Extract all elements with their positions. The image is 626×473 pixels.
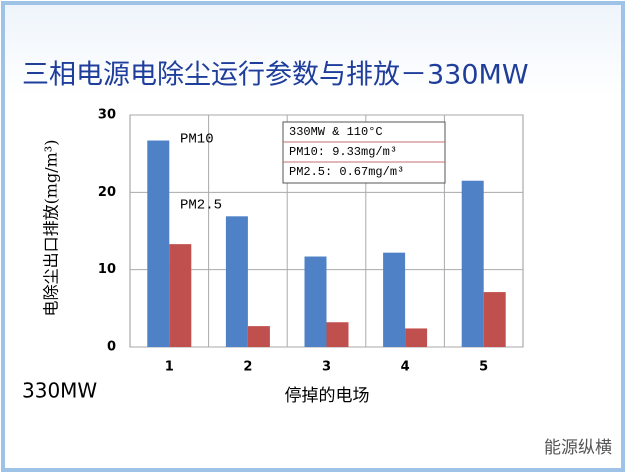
- annotation: 330MW & 110°C: [289, 125, 383, 139]
- x-tick-label: 4: [401, 360, 410, 375]
- annotation: PM10: 9.33mg/m³: [289, 145, 397, 159]
- annotation-box: 330MW & 110°C PM10: 9.33mg/m³ PM2.5: 0.67m…: [282, 121, 446, 184]
- bar: [147, 140, 170, 347]
- bar: [326, 322, 349, 347]
- y-axis-label: 电除尘出口排放(mg/m³): [42, 140, 61, 317]
- bar: [247, 326, 270, 347]
- y-tick-label: 10: [98, 262, 116, 277]
- x-tick-label: 5: [479, 360, 488, 375]
- x-tick-label: 2: [243, 360, 252, 375]
- bar: [405, 328, 428, 347]
- series-label: PM2.5: [180, 198, 222, 214]
- annotation: PM2.5: 0.67mg/m³: [289, 165, 404, 179]
- chart-title: 三相电源电除尘运行参数与排放－330MW: [22, 60, 529, 91]
- bar: [225, 216, 248, 347]
- x-tick-label: 3: [322, 360, 331, 375]
- y-tick-label: 20: [98, 185, 116, 200]
- x-tick-label: 1: [165, 360, 174, 375]
- bar: [169, 244, 192, 347]
- bar: [483, 292, 506, 347]
- y-tick-label: 30: [98, 108, 116, 123]
- bar: [461, 180, 484, 347]
- series-label: PM10: [180, 132, 214, 148]
- footnote: 330MW: [22, 379, 97, 403]
- y-tick-label: 0: [107, 340, 116, 355]
- x-axis-label: 停掉的电场: [285, 386, 370, 406]
- bar: [304, 256, 327, 347]
- box-frame: [282, 121, 446, 184]
- watermark: 能源纵横: [544, 438, 612, 458]
- bar: [383, 252, 406, 347]
